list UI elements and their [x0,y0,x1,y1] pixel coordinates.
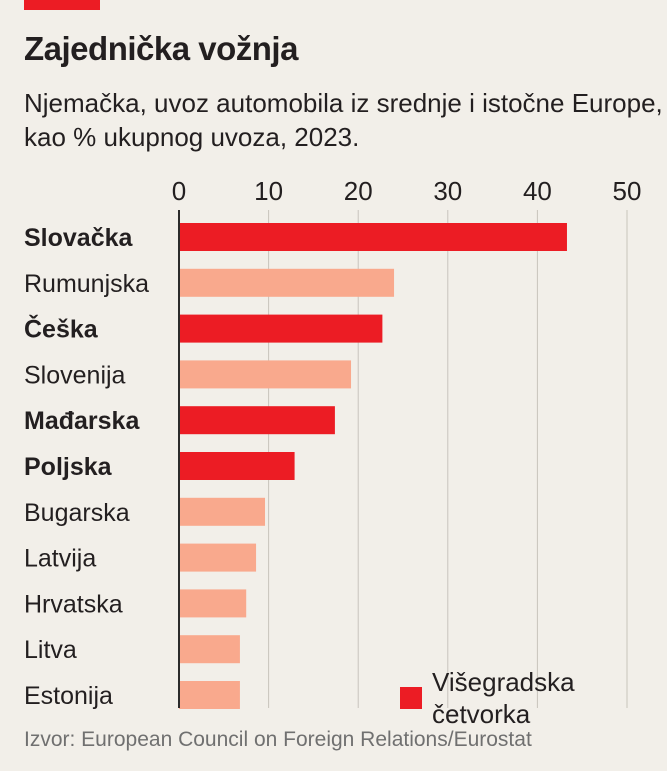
bar [179,497,266,526]
chart-title: Zajednička vožnja [24,30,298,67]
bar [179,681,240,709]
x-tick-label: 30 [433,176,462,206]
x-tick-label: 0 [172,176,186,206]
accent-bar [24,0,100,10]
bar [179,406,335,435]
category-label: Češka [24,314,99,344]
category-label: Bugarska [24,499,130,527]
legend: Višegradska četvorka [400,666,612,730]
source-note: Izvor: European Council on Foreign Relat… [24,728,532,751]
category-label: Litva [24,636,77,664]
x-tick-label: 40 [523,176,552,206]
bar [179,223,567,251]
x-tick-label: 10 [254,176,283,206]
bar [179,268,395,297]
legend-swatch [400,687,422,709]
bar [179,452,295,480]
chart-subtitle: Njemačka, uvoz automobila iz srednje i i… [24,88,663,152]
bar [179,314,383,343]
category-label: Estonija [24,682,113,710]
bar [179,360,352,389]
category-label: Slovačka [24,224,134,252]
category-label: Hrvatska [24,590,123,618]
bar [179,589,247,618]
bar [179,543,257,572]
x-tick-label: 50 [613,176,642,206]
x-tick-label: 20 [344,176,373,206]
category-label: Slovenija [24,361,126,389]
category-label: Rumunjska [24,270,149,298]
legend-label: Višegradska četvorka [432,667,575,729]
category-label: Mađarska [24,407,140,435]
category-label: Latvija [24,545,96,573]
category-label: Poljska [24,453,113,481]
bar [179,635,240,664]
